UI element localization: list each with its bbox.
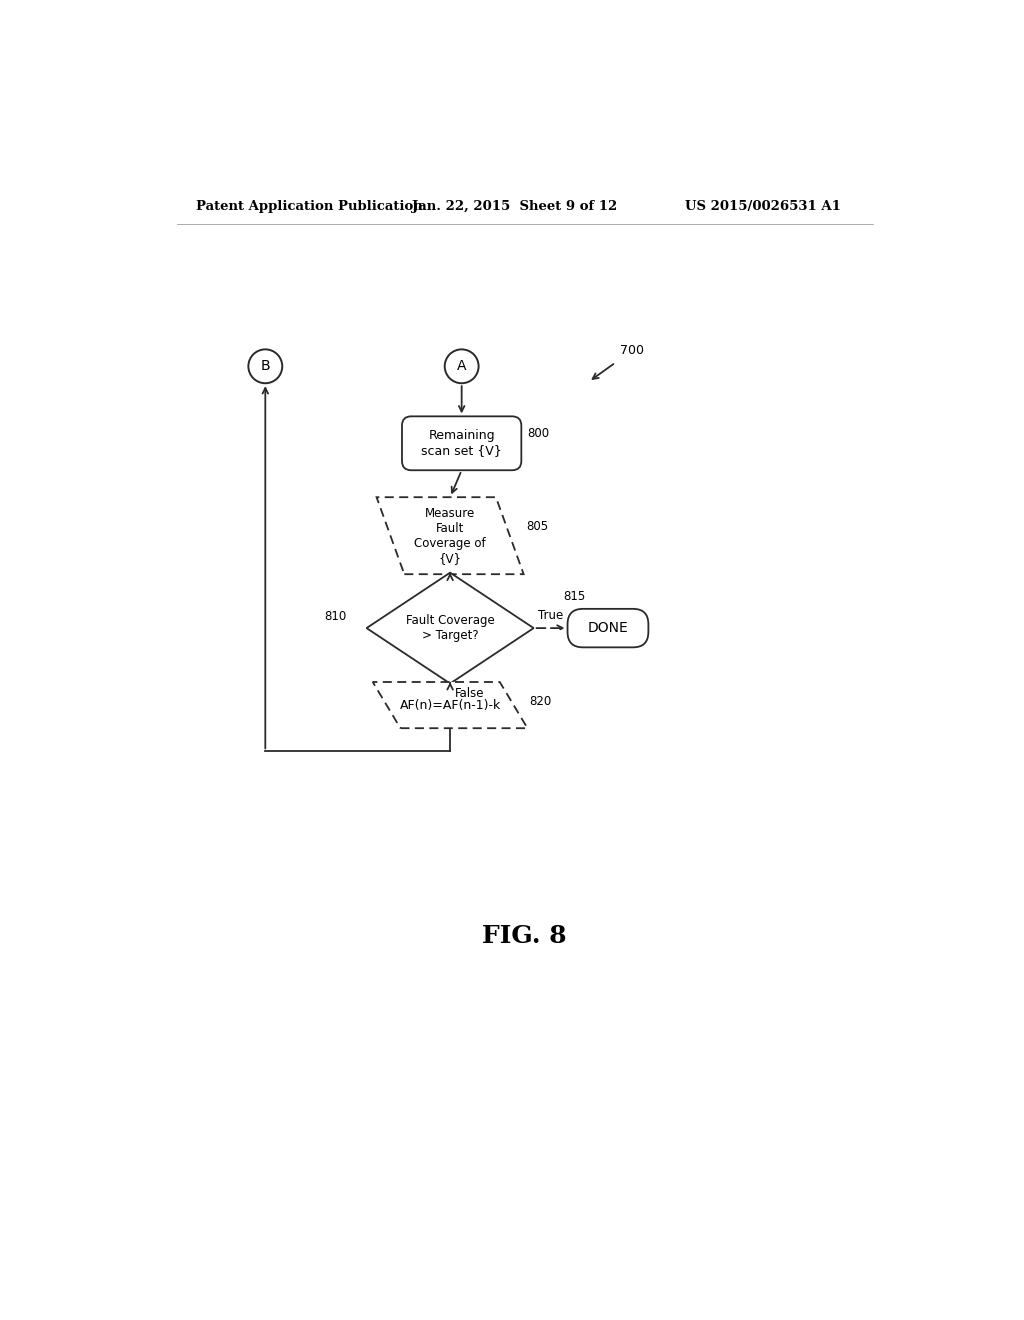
Polygon shape (377, 498, 523, 574)
FancyBboxPatch shape (567, 609, 648, 647)
Text: Remaining
scan set {V}: Remaining scan set {V} (421, 429, 502, 457)
Text: 810: 810 (325, 610, 346, 623)
Text: 700: 700 (620, 345, 643, 358)
Polygon shape (367, 573, 534, 684)
Text: Fault Coverage
> Target?: Fault Coverage > Target? (406, 614, 495, 642)
Text: B: B (260, 359, 270, 374)
Text: Patent Application Publication: Patent Application Publication (196, 199, 423, 213)
Text: 820: 820 (529, 696, 551, 708)
Text: 805: 805 (526, 520, 549, 532)
Text: 815: 815 (563, 590, 586, 603)
Circle shape (249, 350, 283, 383)
Text: True: True (538, 609, 563, 622)
Polygon shape (373, 682, 527, 729)
Text: Jan. 22, 2015  Sheet 9 of 12: Jan. 22, 2015 Sheet 9 of 12 (412, 199, 616, 213)
Text: FIG. 8: FIG. 8 (482, 924, 567, 948)
Text: Measure
Fault
Coverage of
{V}: Measure Fault Coverage of {V} (415, 507, 486, 565)
FancyBboxPatch shape (402, 416, 521, 470)
Circle shape (444, 350, 478, 383)
Text: A: A (457, 359, 466, 374)
Text: AF(n)=AF(n-1)-k: AF(n)=AF(n-1)-k (399, 698, 501, 711)
Text: False: False (455, 688, 484, 701)
Text: US 2015/0026531 A1: US 2015/0026531 A1 (685, 199, 841, 213)
Text: 800: 800 (527, 428, 550, 440)
Text: DONE: DONE (588, 622, 629, 635)
